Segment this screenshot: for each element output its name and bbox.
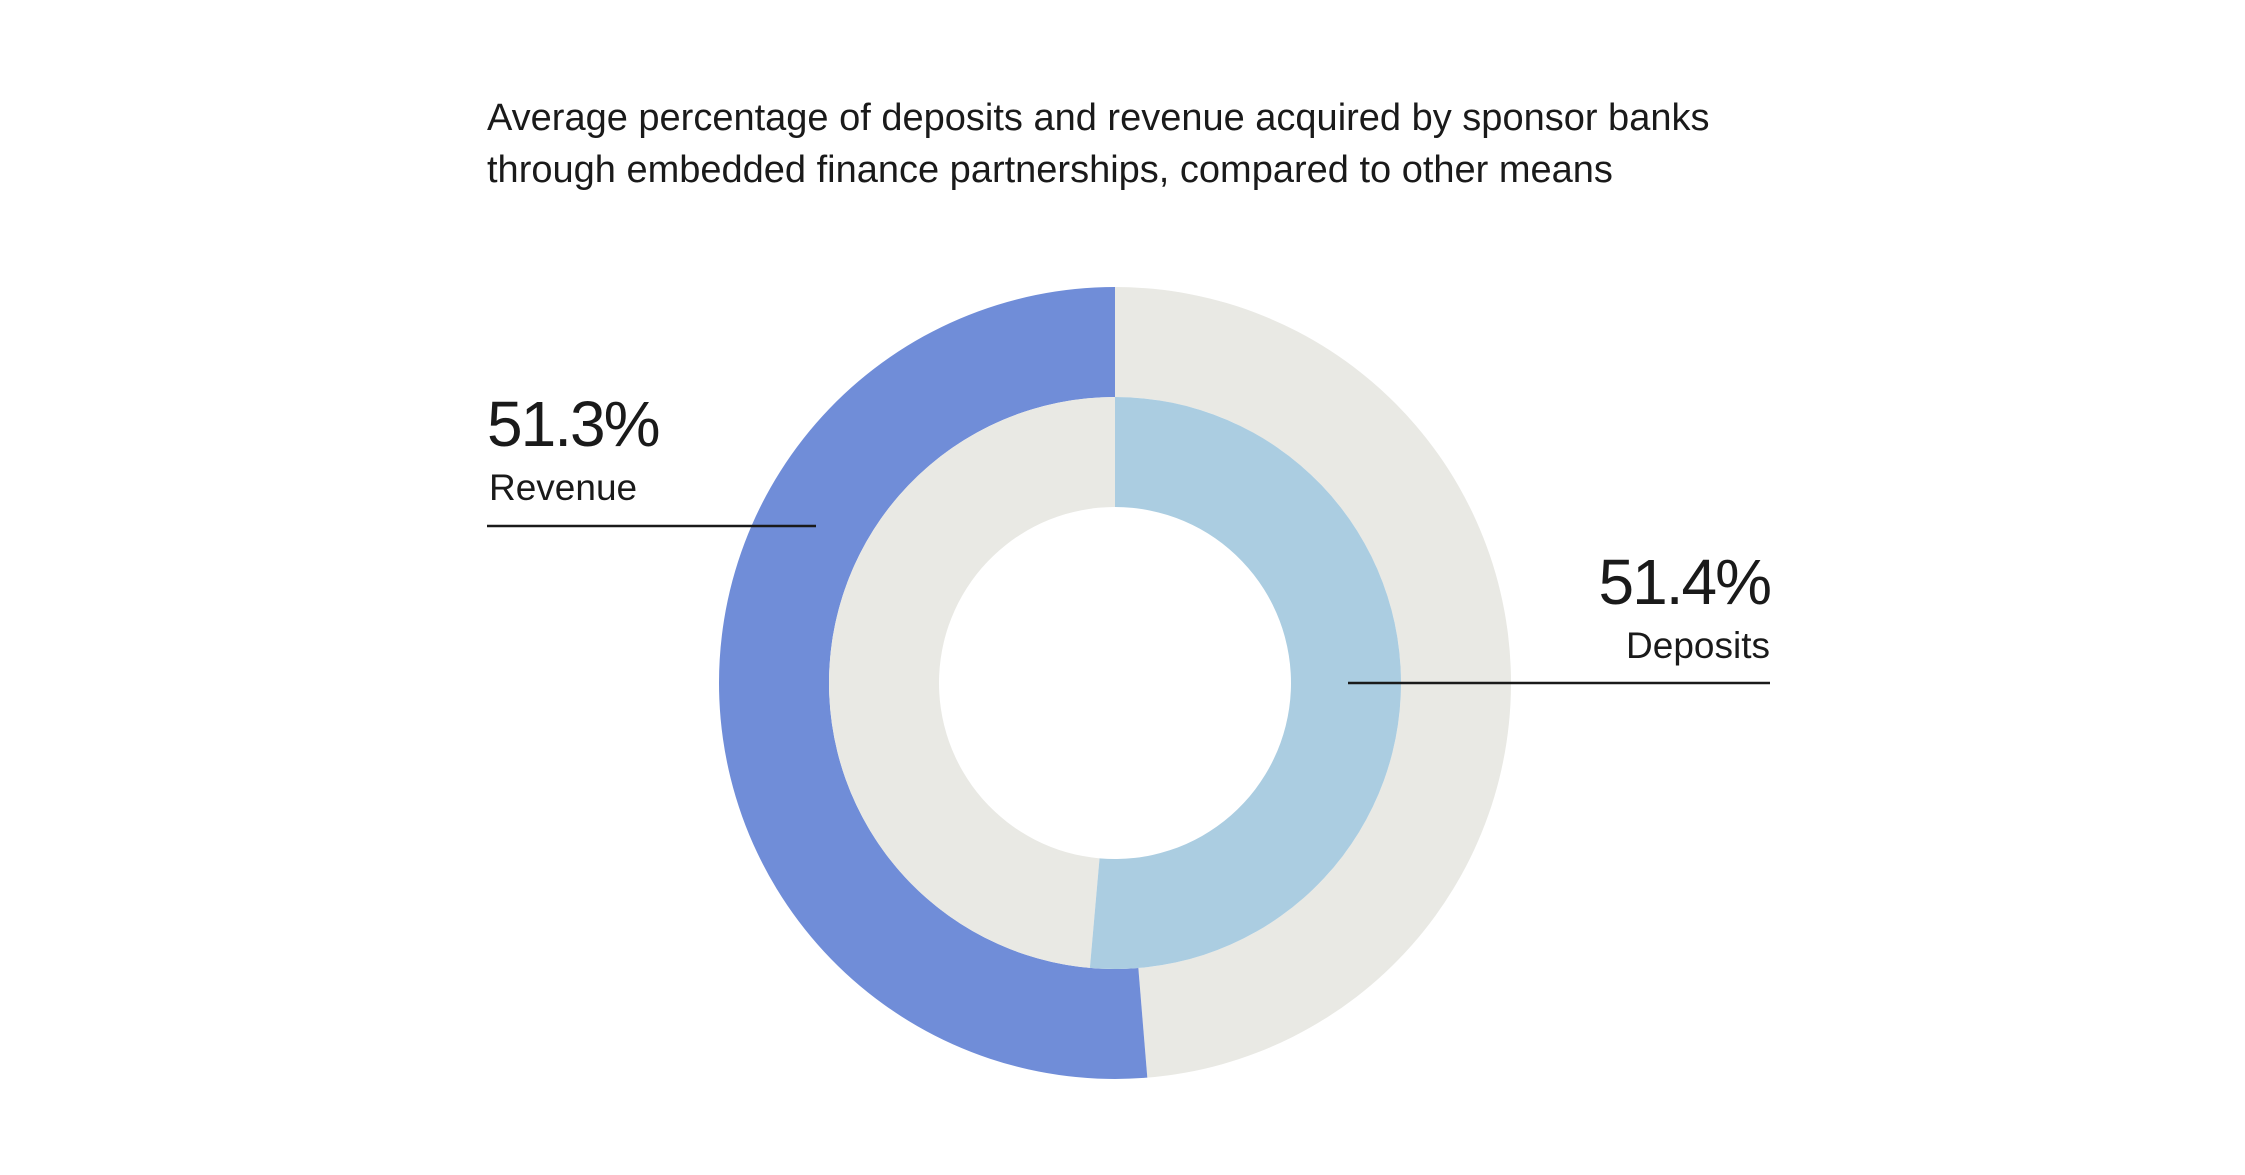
chart-title-line-1: Average percentage of deposits and reven… bbox=[487, 97, 1710, 139]
revenue-callout: 51.3% Revenue bbox=[487, 388, 816, 528]
chart-title: Average percentage of deposits and reven… bbox=[487, 92, 1787, 196]
outer-ring bbox=[719, 287, 1512, 1079]
outer-ring-revenue-slice bbox=[719, 287, 1148, 1079]
revenue-value-label: 51.3% bbox=[487, 388, 659, 460]
inner-ring-deposits-slice bbox=[1089, 397, 1401, 969]
inner-ring bbox=[828, 397, 1401, 969]
deposits-callout: 51.4% Deposits bbox=[1348, 546, 1772, 685]
deposits-value-label: 51.4% bbox=[1599, 546, 1771, 618]
outer-ring-remainder-slice bbox=[1115, 287, 1512, 1078]
deposits-name-label: Deposits bbox=[1626, 625, 1770, 666]
chart-title-line-2: through embedded finance partnerships, c… bbox=[487, 149, 1613, 191]
inner-ring-remainder-slice bbox=[828, 397, 1115, 968]
revenue-name-label: Revenue bbox=[489, 467, 637, 508]
